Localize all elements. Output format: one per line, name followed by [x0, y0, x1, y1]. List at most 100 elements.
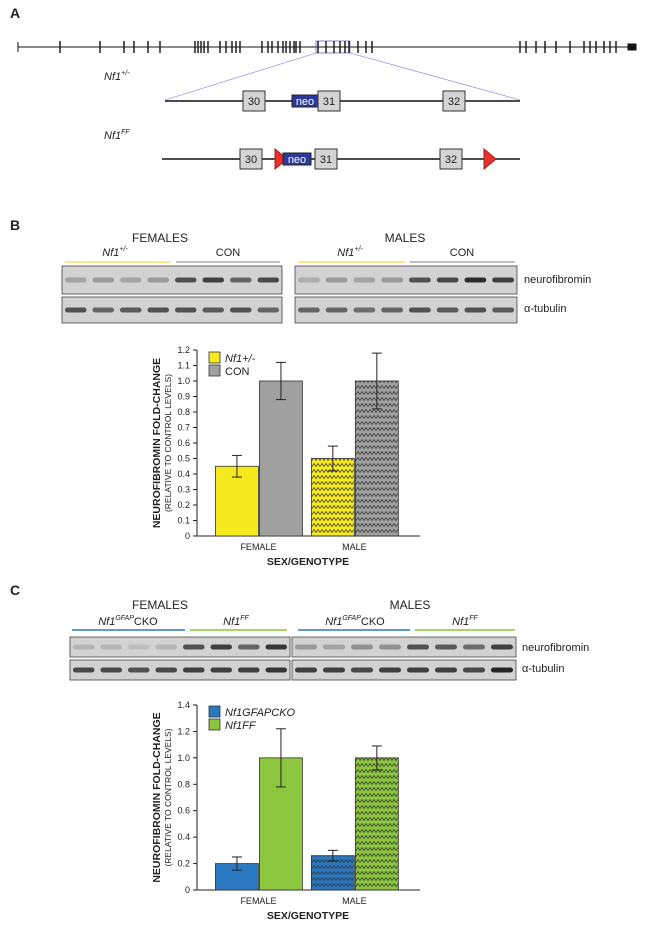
- blot-band: [183, 644, 205, 650]
- x-axis-title: SEX/GENOTYPE: [267, 556, 349, 568]
- x-axis-title: SEX/GENOTYPE: [267, 910, 349, 922]
- exon-label: 31: [323, 96, 335, 108]
- blot-band: [73, 667, 95, 673]
- y-tick-label: 0.2: [177, 859, 190, 869]
- blot-band: [323, 644, 345, 650]
- blot-band: [325, 277, 348, 283]
- legend-label: CON: [225, 366, 250, 378]
- blot-band: [436, 307, 459, 313]
- y-tick-label: 1.2: [177, 345, 190, 355]
- allele-name: Nf1: [104, 71, 121, 83]
- genotype-label: Nf1FF: [223, 615, 249, 628]
- blot-label: α-tubulin: [524, 303, 566, 315]
- y-tick-label: 0.8: [177, 779, 190, 789]
- y-tick-label: 0.3: [177, 485, 190, 495]
- y-tick-label: 0.6: [177, 806, 190, 816]
- blot-band: [435, 667, 457, 673]
- blot-label: neurofibromin: [522, 642, 589, 654]
- genotype-sup: +/-: [119, 246, 128, 253]
- blot-label: neurofibromin: [524, 274, 591, 286]
- panel-label: B: [10, 217, 20, 233]
- blot-band: [202, 277, 224, 283]
- genotype-label: Nf1GFAPCKO: [325, 615, 385, 628]
- exon-label: 31: [320, 154, 332, 166]
- blot-band: [175, 307, 197, 313]
- blot-band: [351, 644, 373, 650]
- allele-sup: FF: [121, 129, 130, 136]
- y-tick-label: 0.1: [177, 516, 190, 526]
- blot: [291, 659, 517, 681]
- panel-label: A: [10, 5, 20, 21]
- y-tick-label: 1.0: [177, 753, 190, 763]
- blot-band: [73, 644, 95, 650]
- blot-band: [100, 644, 122, 650]
- x-tick-label: MALE: [342, 542, 367, 552]
- sex-label: MALES: [385, 231, 426, 245]
- blot-band: [65, 307, 87, 313]
- blot-band: [230, 277, 252, 283]
- blot-band: [100, 667, 122, 673]
- blot-band: [435, 644, 457, 650]
- blot-band: [463, 644, 485, 650]
- blot-band: [155, 644, 177, 650]
- genotype-sup: FF: [240, 615, 249, 622]
- blot-band: [265, 644, 287, 650]
- y-tick-label: 0: [185, 531, 190, 541]
- blot-label: α-tubulin: [522, 663, 564, 675]
- blot-band: [120, 277, 142, 283]
- blot-band: [409, 277, 431, 283]
- blot-band: [265, 667, 287, 673]
- blot-band: [238, 667, 260, 673]
- y-tick-label: 1.1: [177, 361, 190, 371]
- bar: [354, 757, 399, 891]
- x-tick-label: FEMALE: [240, 896, 276, 906]
- legend-label: Nf1FF: [225, 720, 257, 732]
- sex-label: FEMALES: [132, 598, 188, 612]
- exon-label: 30: [245, 154, 257, 166]
- blot-band: [92, 307, 114, 313]
- allele-name: Nf1: [104, 130, 121, 142]
- exon-label: 30: [248, 96, 260, 108]
- genotype-sup: +/-: [354, 246, 363, 253]
- y-tick-label: 1.0: [177, 376, 190, 386]
- blot-band: [381, 307, 403, 313]
- blot-band: [120, 307, 142, 313]
- y-tick-label: 0.4: [177, 832, 190, 842]
- genotype-suffix: CKO: [134, 616, 158, 628]
- genotype-name: Nf1: [325, 616, 342, 628]
- legend-swatch: [208, 705, 221, 718]
- blot-band: [295, 667, 317, 673]
- bar: [215, 465, 259, 537]
- blot-band: [353, 277, 376, 283]
- genotype-label: Nf1+/-: [337, 246, 363, 259]
- blot-band: [210, 667, 232, 673]
- genotype-label: CON: [216, 247, 241, 259]
- blot-band: [381, 277, 403, 283]
- allele-sup: +/-: [121, 70, 130, 77]
- legend-swatch: [208, 364, 221, 377]
- blot-band: [464, 277, 487, 283]
- blot-band: [298, 277, 320, 283]
- blot-band: [325, 307, 348, 313]
- genotype-sup: FF: [469, 615, 478, 622]
- x-tick-label: FEMALE: [240, 542, 276, 552]
- blot-band: [379, 644, 401, 650]
- blot-band: [464, 307, 487, 313]
- blot-band: [491, 667, 513, 673]
- blot-band: [128, 644, 150, 650]
- y-axis-subtitle: (RELATIVE TO CONTROL LEVELS): [163, 728, 173, 866]
- blot-band: [407, 644, 429, 650]
- cassette-label: neo: [296, 96, 314, 108]
- bar: [310, 458, 355, 537]
- blot-band: [491, 644, 513, 650]
- bar: [259, 380, 303, 537]
- blot-band: [351, 667, 373, 673]
- blot-band: [92, 277, 114, 283]
- blot-band: [463, 667, 485, 673]
- genotype-sup: GFAP: [115, 615, 134, 622]
- x-tick-label: MALE: [342, 896, 367, 906]
- blot-band: [492, 307, 514, 313]
- genotype-label: Nf1GFAPCKO: [98, 615, 158, 628]
